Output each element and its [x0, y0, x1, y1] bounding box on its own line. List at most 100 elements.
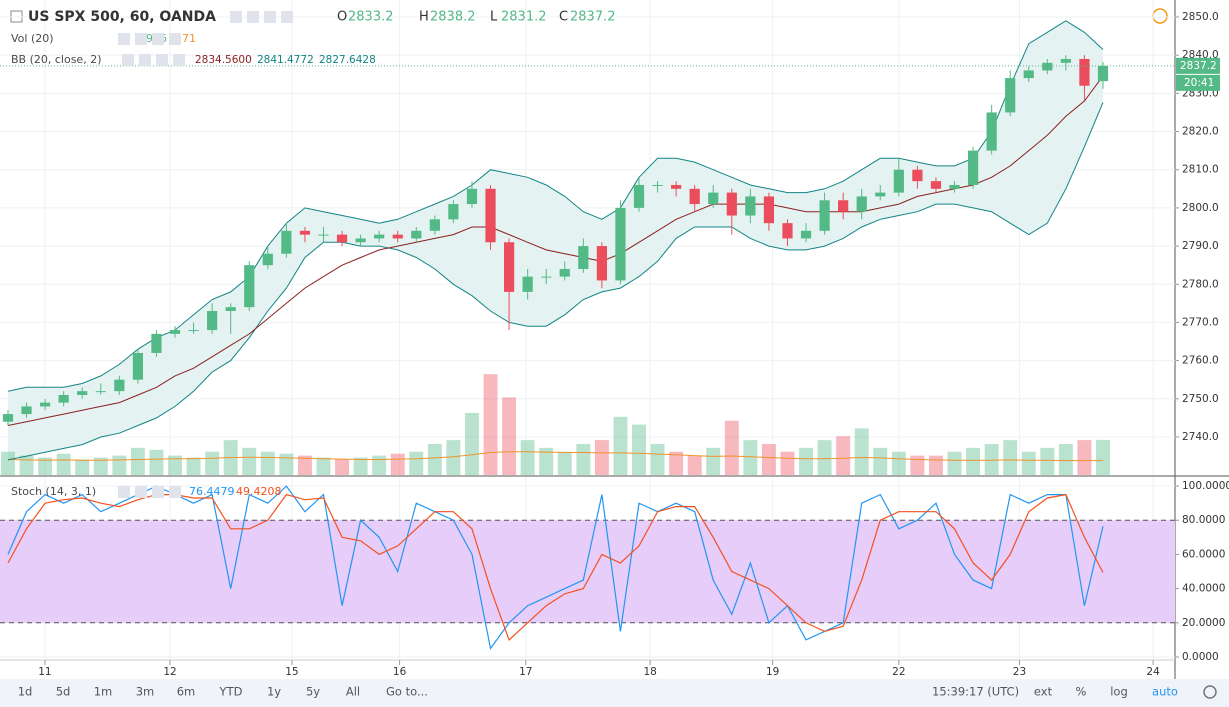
- bb-legend-value: 2827.6428: [319, 54, 376, 66]
- candle-body: [578, 246, 589, 269]
- legend-icon[interactable]: [152, 486, 164, 498]
- bb-legend-value: 2841.4772: [257, 54, 314, 66]
- bb-fill: [8, 20, 1103, 460]
- candle-body: [856, 196, 867, 212]
- candle-body: [986, 112, 997, 151]
- volume-bar: [594, 440, 609, 475]
- candle-body: [671, 184, 682, 189]
- candle-body: [466, 188, 478, 205]
- legend-icon[interactable]: [118, 33, 130, 45]
- candle-body: [652, 184, 663, 186]
- bb-legend-value: 2834.5600: [195, 54, 252, 66]
- ohlc-name: L: [490, 10, 498, 25]
- legend-icon[interactable]: [281, 11, 293, 23]
- candle-body: [912, 169, 923, 182]
- volume-bar: [279, 453, 294, 475]
- chart-title: US SPX 500, 60, OANDA: [28, 9, 216, 25]
- volume-bar: [761, 443, 776, 475]
- candle-body: [1042, 62, 1053, 71]
- x-tick-label: 18: [643, 666, 656, 678]
- option-button[interactable]: %: [1076, 685, 1087, 699]
- option-button[interactable]: ext: [1034, 685, 1053, 699]
- ohlc-value: 2838.2: [430, 10, 476, 25]
- candle-body: [1005, 78, 1016, 113]
- candle-body: [95, 391, 106, 393]
- legend-icon[interactable]: [247, 11, 259, 23]
- volume-bar: [1040, 447, 1055, 475]
- candle-body: [225, 307, 236, 311]
- legend-icon[interactable]: [264, 11, 276, 23]
- range-button[interactable]: 3m: [136, 685, 155, 699]
- y-tick-label: 2850.0: [1182, 11, 1219, 23]
- candle-body: [782, 223, 793, 239]
- stoch-legend: Stoch (14, 3, 1): [11, 485, 96, 498]
- volume-bar: [854, 428, 869, 475]
- candle-body: [949, 184, 960, 189]
- legend-icon[interactable]: [118, 486, 130, 498]
- volume-bar: [168, 455, 182, 475]
- candle-body: [838, 200, 849, 212]
- candle-body: [541, 276, 552, 278]
- volume-bar: [316, 457, 331, 475]
- range-button[interactable]: 1y: [267, 685, 281, 699]
- candle-body: [708, 192, 719, 205]
- candle-body: [169, 330, 181, 334]
- volume-bar: [632, 424, 646, 475]
- x-tick-label: 19: [766, 666, 779, 678]
- bb-upper: [7, 20, 1104, 392]
- candle-body: [244, 265, 255, 308]
- range-button[interactable]: YTD: [219, 685, 243, 699]
- option-button[interactable]: log: [1110, 685, 1128, 699]
- volume-bar: [1077, 440, 1092, 475]
- legend-icon[interactable]: [135, 33, 147, 45]
- volume-bar: [613, 416, 628, 475]
- legend-icon[interactable]: [152, 33, 164, 45]
- y-tick-label: 60.0000: [1182, 548, 1225, 560]
- volume-bar: [650, 443, 665, 475]
- ohlc-name: H: [419, 10, 429, 25]
- ohlc-name: C: [559, 10, 568, 25]
- legend-icon[interactable]: [122, 54, 134, 66]
- legend-icon[interactable]: [169, 33, 181, 45]
- legend-icon[interactable]: [135, 486, 147, 498]
- volume-bar: [1, 451, 15, 475]
- volume-bar: [891, 451, 906, 475]
- candle-body: [745, 196, 756, 216]
- y-tick-label: 2740.0: [1182, 431, 1219, 443]
- range-button[interactable]: 5y: [306, 685, 320, 699]
- legend-icon[interactable]: [156, 54, 168, 66]
- candle-body: [429, 219, 440, 231]
- goto-button[interactable]: Go to...: [386, 685, 428, 699]
- x-tick-label: 11: [38, 666, 51, 678]
- candle-body: [522, 276, 533, 292]
- volume-bar: [520, 440, 535, 475]
- ohlc-value: 2833.2: [348, 10, 394, 25]
- legend-icon[interactable]: [230, 11, 242, 23]
- candle-body: [132, 352, 144, 380]
- range-button[interactable]: 1d: [18, 685, 33, 699]
- ohlc-value: 2837.2: [570, 10, 616, 25]
- candle-body: [207, 310, 218, 331]
- range-button[interactable]: All: [346, 685, 360, 699]
- stoch-d-line: [7, 493, 1104, 641]
- legend-icon[interactable]: [173, 54, 185, 66]
- volume-bar: [242, 447, 257, 475]
- option-button[interactable]: auto: [1152, 685, 1178, 699]
- legend-icon[interactable]: [169, 486, 181, 498]
- volume-bar: [465, 412, 479, 475]
- stoch-k-line: [7, 485, 1104, 650]
- y-tick-label: 2750.0: [1182, 393, 1219, 405]
- price-tag-text: 2837.2: [1180, 60, 1217, 72]
- legend-icon[interactable]: [139, 54, 151, 66]
- volume-bar: [56, 453, 71, 475]
- range-button[interactable]: 1m: [94, 685, 113, 699]
- range-button[interactable]: 5d: [56, 685, 71, 699]
- volume-bar: [1003, 440, 1018, 475]
- x-tick-label: 12: [163, 666, 176, 678]
- candle-body: [114, 379, 125, 392]
- volume-bar: [799, 447, 813, 475]
- candle-body: [21, 406, 32, 415]
- volume-bar: [743, 440, 758, 475]
- settings-icon[interactable]: [1203, 685, 1217, 699]
- range-button[interactable]: 6m: [177, 685, 196, 699]
